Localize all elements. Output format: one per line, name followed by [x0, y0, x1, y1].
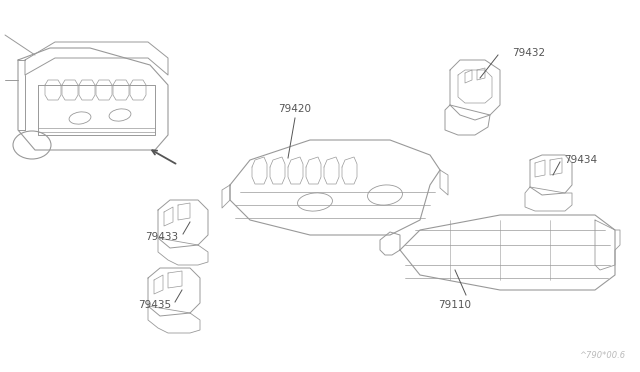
Text: 79435: 79435 — [138, 300, 171, 310]
Text: 79110: 79110 — [438, 300, 472, 310]
Text: ^790*00.6: ^790*00.6 — [579, 351, 625, 360]
Text: 79433: 79433 — [145, 232, 178, 242]
Text: 79432: 79432 — [512, 48, 545, 58]
Text: 79434: 79434 — [564, 155, 597, 165]
Text: 79420: 79420 — [278, 104, 312, 114]
